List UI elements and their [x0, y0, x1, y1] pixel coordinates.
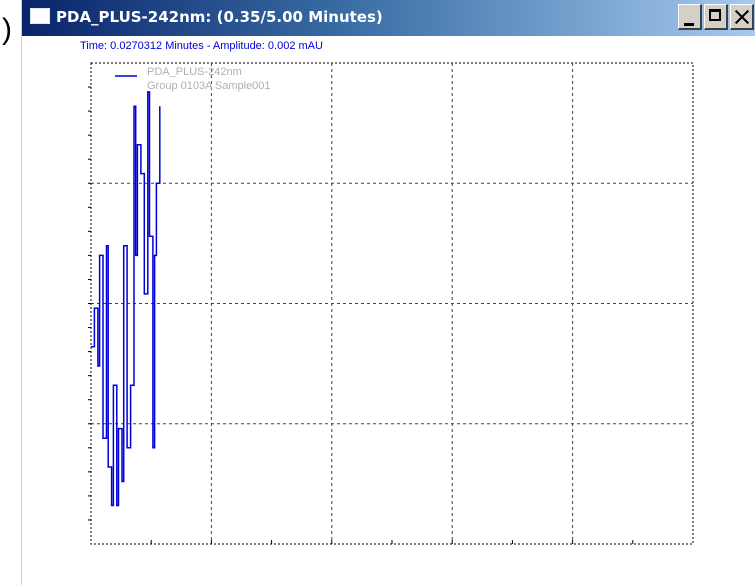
title-bar[interactable]: PDA_PLUS-242nm: (0.35/5.00 Minutes) [22, 0, 755, 36]
window-title: PDA_PLUS-242nm: (0.35/5.00 Minutes) [56, 8, 383, 26]
legend-sample-label: Group 0103A Sample001 [147, 80, 271, 92]
window-icon[interactable] [30, 8, 50, 24]
minimize-button[interactable] [678, 4, 702, 30]
close-button[interactable] [730, 4, 754, 30]
maximize-button[interactable] [704, 4, 728, 30]
plot-ticks [88, 86, 634, 544]
window-controls [676, 4, 755, 32]
cursor-readout: Time: 0.0270312 Minutes - Amplitude: 0.0… [80, 40, 323, 52]
plot-grid [91, 63, 693, 544]
chromatogram-window: PDA_PLUS-242nm: (0.35/5.00 Minutes) Time… [21, 0, 755, 585]
edge-fragment: ) [2, 13, 12, 46]
series-line[interactable] [91, 91, 161, 507]
chromatogram-plot[interactable]: PDA_PLUS-242nm Group 0103A Sample001 [22, 0, 755, 585]
legend-series-name: PDA_PLUS-242nm [147, 66, 242, 78]
plot-frame [90, 62, 694, 545]
